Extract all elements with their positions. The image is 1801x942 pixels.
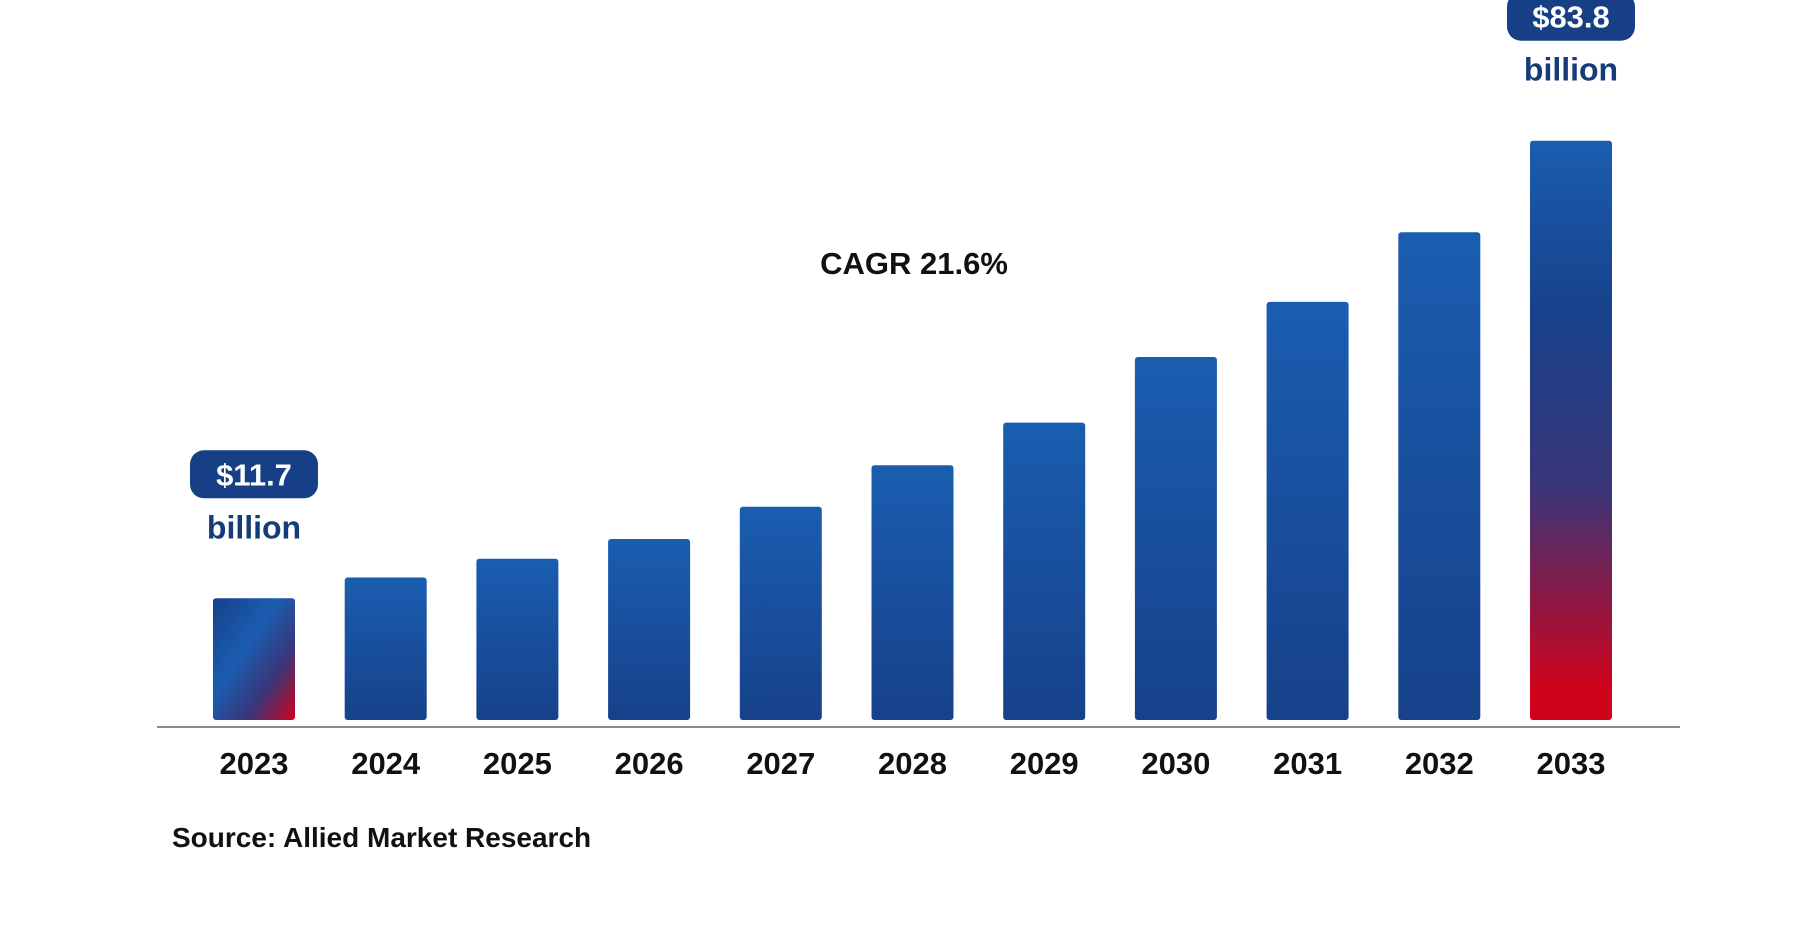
bar-2031 [1266,301,1349,720]
callout-value-2023: $11.7 [216,457,292,492]
x-tick-2028: 2028 [878,746,947,781]
cagr-annotation: CAGR 21.6% [820,246,1008,281]
x-axis-tick-labels: 2023 2024 2025 2026 2027 2028 2029 2030 2031 2032… [220,746,1606,781]
bar-2024 [344,577,427,720]
bar-2026 [608,539,691,720]
x-tick-2026: 2026 [615,746,684,781]
x-tick-2029: 2029 [1010,746,1079,781]
callout-pill-2023 [190,450,318,499]
bar-2033 [1530,140,1612,720]
source-label: Source: Allied Market Research [172,822,591,853]
bar-2029 [1003,422,1086,720]
x-tick-2031: 2031 [1273,746,1342,781]
x-tick-2032: 2032 [1405,746,1474,781]
bar-2027 [739,506,822,720]
callout-unit-2023: billion [207,509,301,545]
x-tick-2033: 2033 [1537,746,1606,781]
bar-2032 [1398,232,1481,720]
bar-2028 [871,465,954,720]
x-tick-2023: 2023 [220,746,289,781]
bar-2023 [213,598,295,720]
x-tick-2025: 2025 [483,746,552,781]
x-tick-2024: 2024 [351,746,421,781]
x-tick-2030: 2030 [1141,746,1210,781]
x-tick-2027: 2027 [746,746,815,781]
callout-pill-2033 [1507,0,1635,41]
bar-2025 [476,558,559,720]
callout-value-2033: $83.8 [1532,0,1610,35]
bar-2030 [1134,357,1217,720]
callout-unit-2033: billion [1524,52,1618,88]
callout-2023: $11.7 billion [190,450,318,545]
callout-2033: $83.8 billion [1507,0,1635,88]
callouts-group: $11.7 billion $83.8 billion [190,0,1635,545]
bars-group [213,140,1612,720]
